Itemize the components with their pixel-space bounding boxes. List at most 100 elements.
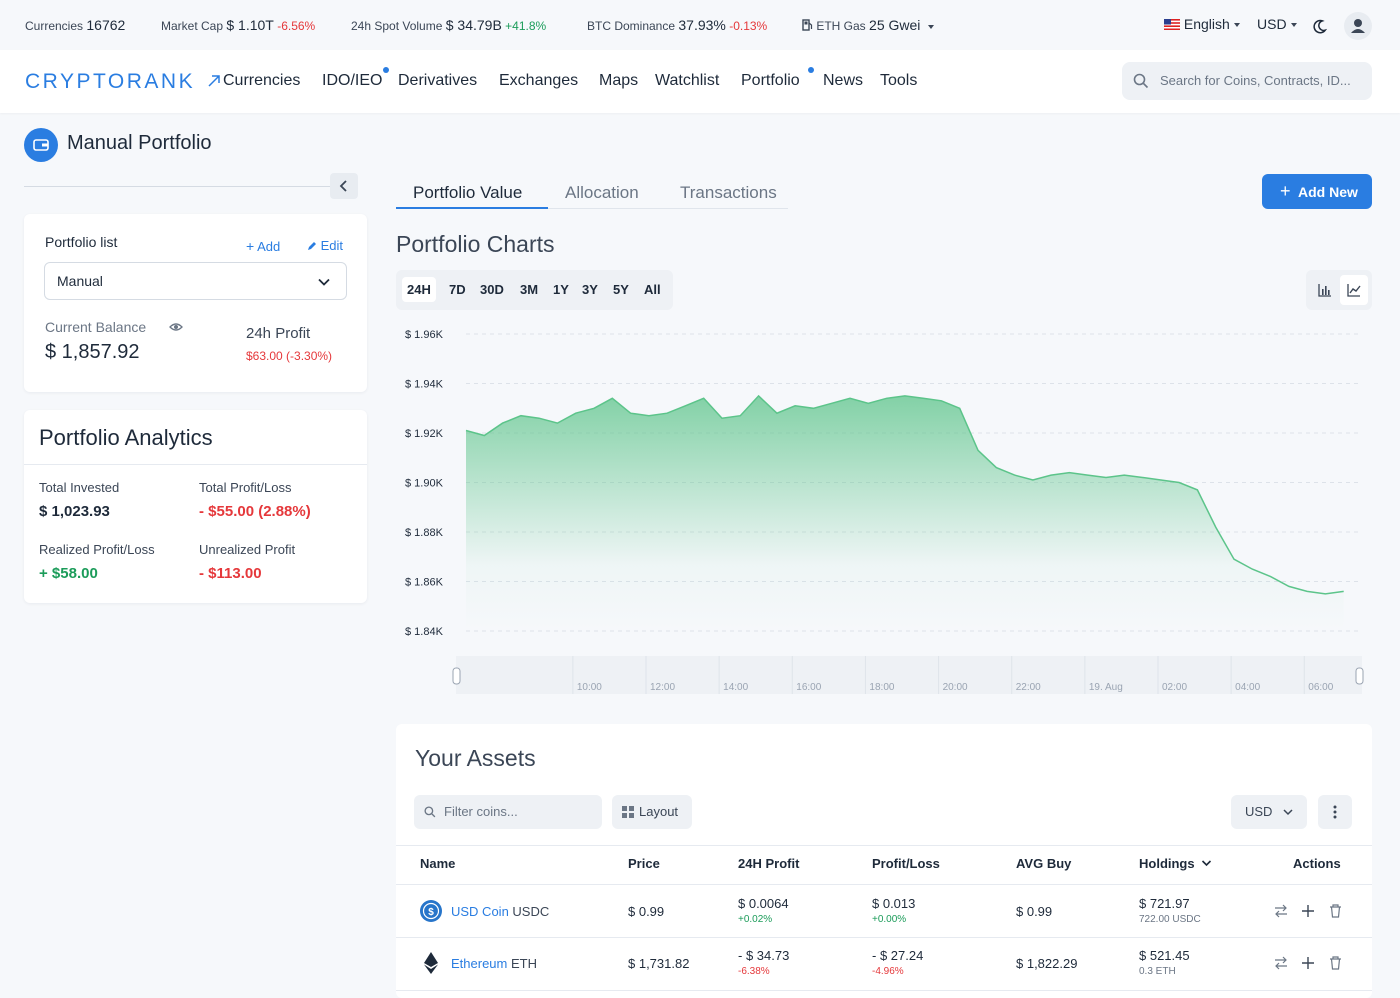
ticker-label: BTC Dominance — [587, 19, 676, 33]
edit-portfolio-button[interactable]: Edit — [307, 238, 343, 253]
divider — [548, 208, 788, 209]
divider — [396, 884, 1372, 885]
more-options-button[interactable] — [1318, 795, 1352, 829]
divider — [396, 937, 1372, 938]
tab-transactions[interactable]: Transactions — [680, 183, 777, 202]
table-row[interactable]: Ethereum ETH $ 1,731.82 - $ 34.73 -6.38%… — [396, 938, 1372, 990]
nav-exchanges[interactable]: Exchanges — [499, 72, 579, 89]
ticker-eth-gas[interactable]: ETH Gas 25 Gwei — [802, 17, 935, 33]
y-tick-label: $ 1.94K — [405, 379, 444, 391]
layout-label: Layout — [639, 804, 679, 819]
chevron-down-icon — [928, 24, 935, 29]
column-price[interactable]: Price — [628, 856, 660, 871]
user-icon — [1351, 19, 1365, 33]
layout-button[interactable]: Layout — [612, 795, 692, 829]
nav-news[interactable]: News — [823, 72, 864, 89]
chart-type-toggle — [1306, 270, 1372, 310]
chevron-down-icon — [1290, 23, 1297, 28]
gas-pump-icon — [802, 19, 813, 31]
divider — [396, 990, 1372, 991]
plus-icon: + — [246, 238, 255, 254]
language-selector[interactable]: English — [1164, 16, 1240, 32]
assets-currency-select[interactable]: USD — [1231, 795, 1307, 829]
usdc-coin-icon: $ — [420, 900, 442, 922]
add-portfolio-button[interactable]: + Add — [246, 238, 280, 254]
filter-coins-input[interactable]: Filter coins... — [414, 795, 602, 829]
current-balance-value: $ 1,857.92 — [45, 341, 140, 363]
column-profit-loss[interactable]: Profit/Loss — [872, 856, 940, 871]
tab-portfolio-value[interactable]: Portfolio Value — [413, 183, 523, 202]
nav-currencies[interactable]: Currencies — [223, 72, 301, 89]
transfer-icon[interactable] — [1274, 956, 1288, 970]
currency-selector[interactable]: USD — [1257, 16, 1297, 32]
ticker-change: -0.13% — [729, 19, 768, 33]
total-pl-value: - $55.00 (2.88%) — [199, 503, 311, 520]
plus-icon[interactable] — [1301, 904, 1315, 918]
add-label: Add — [257, 239, 281, 254]
bar-chart-icon[interactable] — [1318, 283, 1332, 297]
nav-derivatives[interactable]: Derivatives — [398, 72, 478, 89]
portfolio-analytics-card: Portfolio Analytics Total Invested $ 1,0… — [24, 410, 367, 603]
collapse-sidebar-button[interactable] — [330, 173, 358, 199]
trash-icon[interactable] — [1329, 956, 1342, 970]
asset-symbol: ETH — [511, 956, 537, 971]
asset-holdings-amount: 0.3 ETH — [1139, 966, 1176, 977]
nav-tools[interactable]: Tools — [880, 72, 918, 89]
new-indicator-dot — [383, 67, 389, 73]
grid-icon — [622, 806, 634, 818]
line-chart-toggle[interactable] — [1340, 275, 1368, 305]
range-30d[interactable]: 30D — [480, 282, 504, 297]
asset-name: Ethereum — [451, 956, 508, 971]
column-avg-buy[interactable]: AVG Buy — [1016, 856, 1072, 871]
asset-holdings-amount: 722.00 USDC — [1139, 914, 1201, 925]
filter-placeholder: Filter coins... — [444, 804, 518, 819]
range-3m[interactable]: 3M — [520, 282, 539, 297]
range-5y[interactable]: 5Y — [613, 282, 629, 297]
user-avatar[interactable] — [1344, 12, 1372, 40]
holdings-label: Holdings — [1139, 856, 1195, 871]
range-7d[interactable]: 7D — [449, 282, 466, 297]
y-tick-label: $ 1.92K — [405, 428, 444, 440]
table-row[interactable]: $ USD Coin USDC $ 0.99 $ 0.0064 +0.02% $… — [396, 885, 1372, 937]
dark-mode-moon-icon[interactable] — [1312, 19, 1327, 34]
nav-watchlist[interactable]: Watchlist — [655, 72, 720, 89]
total-pl-label: Total Profit/Loss — [199, 480, 292, 495]
svg-text:$: $ — [428, 907, 434, 918]
sort-chevron-down-icon — [1202, 860, 1212, 867]
column-24h-profit[interactable]: 24H Profit — [738, 856, 800, 871]
ticker-value: 16762 — [86, 17, 126, 33]
asset-name-link[interactable]: Ethereum ETH — [451, 956, 537, 971]
range-1y[interactable]: 1Y — [553, 282, 569, 297]
more-vertical-icon — [1333, 805, 1337, 819]
asset-24h-profit: - $ 34.73 — [738, 948, 790, 963]
ticker-label: ETH Gas — [816, 19, 866, 33]
chart-navigator[interactable] — [456, 656, 1362, 694]
unrealized-pl-value: - $113.00 — [199, 565, 262, 582]
range-3y[interactable]: 3Y — [582, 282, 598, 297]
line-chart-icon — [1347, 284, 1361, 297]
plus-icon[interactable] — [1301, 956, 1315, 970]
eye-icon[interactable] — [169, 322, 183, 332]
column-holdings[interactable]: Holdings — [1139, 856, 1212, 871]
transfer-icon[interactable] — [1274, 904, 1288, 918]
add-new-button[interactable]: + Add New — [1262, 174, 1372, 209]
range-24h[interactable]: 24H — [402, 277, 436, 302]
nav-portfolio[interactable]: Portfolio — [741, 72, 800, 89]
nav-ido-ieo[interactable]: IDO/IEO — [322, 72, 383, 89]
x-tick-label: 18:00 — [869, 682, 894, 693]
trash-icon[interactable] — [1329, 904, 1342, 918]
nav-maps[interactable]: Maps — [599, 72, 639, 89]
search-icon — [1133, 73, 1149, 89]
portfolio-select[interactable]: Manual — [44, 262, 347, 300]
global-search[interactable]: Search for Coins, Contracts, ID... — [1122, 62, 1372, 100]
asset-name-link[interactable]: USD Coin USDC — [451, 904, 549, 919]
x-tick-label: 16:00 — [796, 682, 821, 693]
cryptorank-logo[interactable]: CRYPTORANK — [25, 70, 221, 94]
navigator-left-handle[interactable] — [452, 667, 461, 685]
portfolio-list-label: Portfolio list — [45, 234, 118, 250]
ticker-label: 24h Spot Volume — [351, 19, 443, 33]
range-all[interactable]: All — [644, 282, 661, 297]
navigator-right-handle[interactable] — [1355, 667, 1364, 685]
column-name[interactable]: Name — [420, 856, 456, 871]
tab-allocation[interactable]: Allocation — [565, 183, 639, 202]
